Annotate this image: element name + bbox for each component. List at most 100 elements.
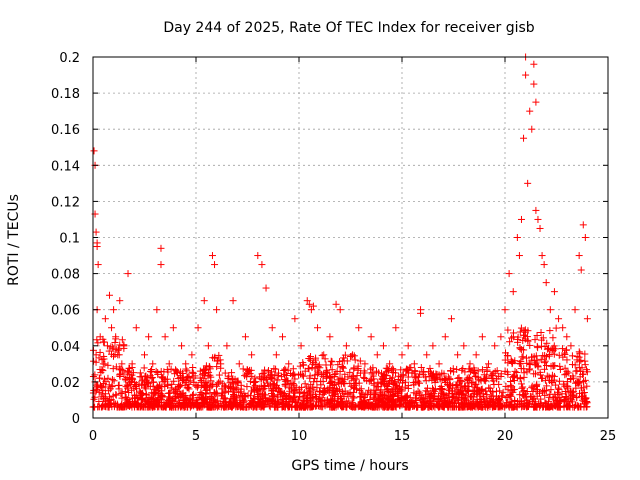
data-point	[323, 369, 331, 377]
data-point	[331, 403, 339, 411]
data-point	[251, 381, 259, 389]
data-point	[287, 379, 295, 387]
data-point	[576, 349, 584, 357]
data-point	[427, 393, 435, 401]
data-point	[242, 403, 250, 411]
data-point	[256, 398, 264, 406]
data-point	[141, 351, 148, 359]
data-point	[259, 402, 267, 410]
data-point	[559, 324, 567, 332]
data-point	[112, 345, 120, 353]
data-point	[212, 382, 220, 390]
data-point	[576, 367, 584, 375]
data-point	[265, 382, 273, 390]
data-point	[549, 344, 557, 352]
data-point	[442, 400, 450, 408]
data-point	[311, 390, 319, 398]
data-point	[504, 370, 512, 378]
data-point	[149, 378, 157, 386]
data-point	[441, 398, 449, 406]
data-point	[417, 363, 425, 371]
data-point	[478, 333, 486, 341]
data-point	[209, 354, 217, 362]
data-point	[516, 345, 524, 353]
data-point	[541, 386, 549, 394]
data-point	[441, 333, 449, 341]
data-point	[213, 357, 221, 365]
data-point	[363, 377, 371, 385]
data-point	[568, 361, 576, 369]
x-tick-label: 0	[89, 429, 97, 444]
data-point	[419, 399, 427, 407]
data-point	[452, 395, 460, 403]
data-point	[327, 374, 335, 382]
data-point	[519, 353, 527, 361]
data-point	[388, 397, 396, 405]
data-point	[491, 342, 499, 350]
data-point	[223, 342, 231, 350]
data-point	[232, 403, 240, 411]
data-point	[351, 356, 359, 364]
data-point	[219, 402, 227, 410]
data-point	[219, 380, 227, 388]
data-point	[423, 384, 431, 392]
data-point	[399, 371, 407, 379]
data-point	[541, 399, 549, 407]
data-point	[99, 380, 107, 388]
data-point	[301, 380, 309, 388]
data-point	[528, 353, 536, 361]
data-point	[124, 270, 132, 278]
data-point	[155, 402, 163, 410]
data-point	[157, 261, 165, 269]
data-point	[419, 403, 427, 411]
data-point	[532, 370, 540, 378]
data-point	[373, 351, 381, 359]
data-point	[139, 376, 147, 384]
data-point	[192, 400, 200, 408]
data-point	[549, 362, 557, 370]
data-point	[94, 261, 102, 269]
x-tick-label: 25	[600, 429, 617, 444]
data-point	[90, 395, 98, 403]
data-point	[316, 388, 324, 396]
data-point	[100, 352, 108, 360]
data-point	[168, 380, 176, 388]
data-point	[281, 403, 289, 411]
data-point	[454, 351, 462, 359]
data-point	[483, 391, 491, 399]
data-point	[528, 382, 536, 390]
data-point	[403, 366, 411, 374]
data-point	[369, 364, 377, 372]
data-point	[138, 381, 146, 389]
data-point	[542, 279, 550, 287]
data-point	[563, 356, 571, 364]
data-point	[117, 390, 125, 398]
data-point	[297, 403, 305, 411]
data-point	[549, 393, 557, 401]
data-point	[323, 396, 331, 404]
data-point	[334, 361, 342, 369]
data-point	[102, 403, 110, 411]
data-point	[547, 386, 555, 394]
data-point	[402, 403, 410, 411]
data-point	[397, 366, 405, 374]
data-point	[140, 364, 148, 372]
data-point	[403, 398, 411, 406]
data-point	[561, 364, 569, 372]
data-point	[342, 397, 350, 405]
data-point	[116, 372, 124, 380]
y-tick-label: 0.2	[59, 51, 80, 66]
data-point	[273, 376, 281, 384]
data-point	[370, 381, 378, 389]
data-point	[396, 400, 404, 408]
data-point	[246, 401, 254, 409]
data-point	[132, 324, 140, 332]
data-point	[185, 400, 193, 408]
data-point	[374, 378, 382, 386]
data-point	[329, 389, 337, 397]
data-point	[118, 360, 126, 368]
data-point	[542, 353, 550, 361]
data-point	[546, 390, 554, 398]
data-point	[215, 351, 223, 359]
data-point	[360, 373, 368, 381]
